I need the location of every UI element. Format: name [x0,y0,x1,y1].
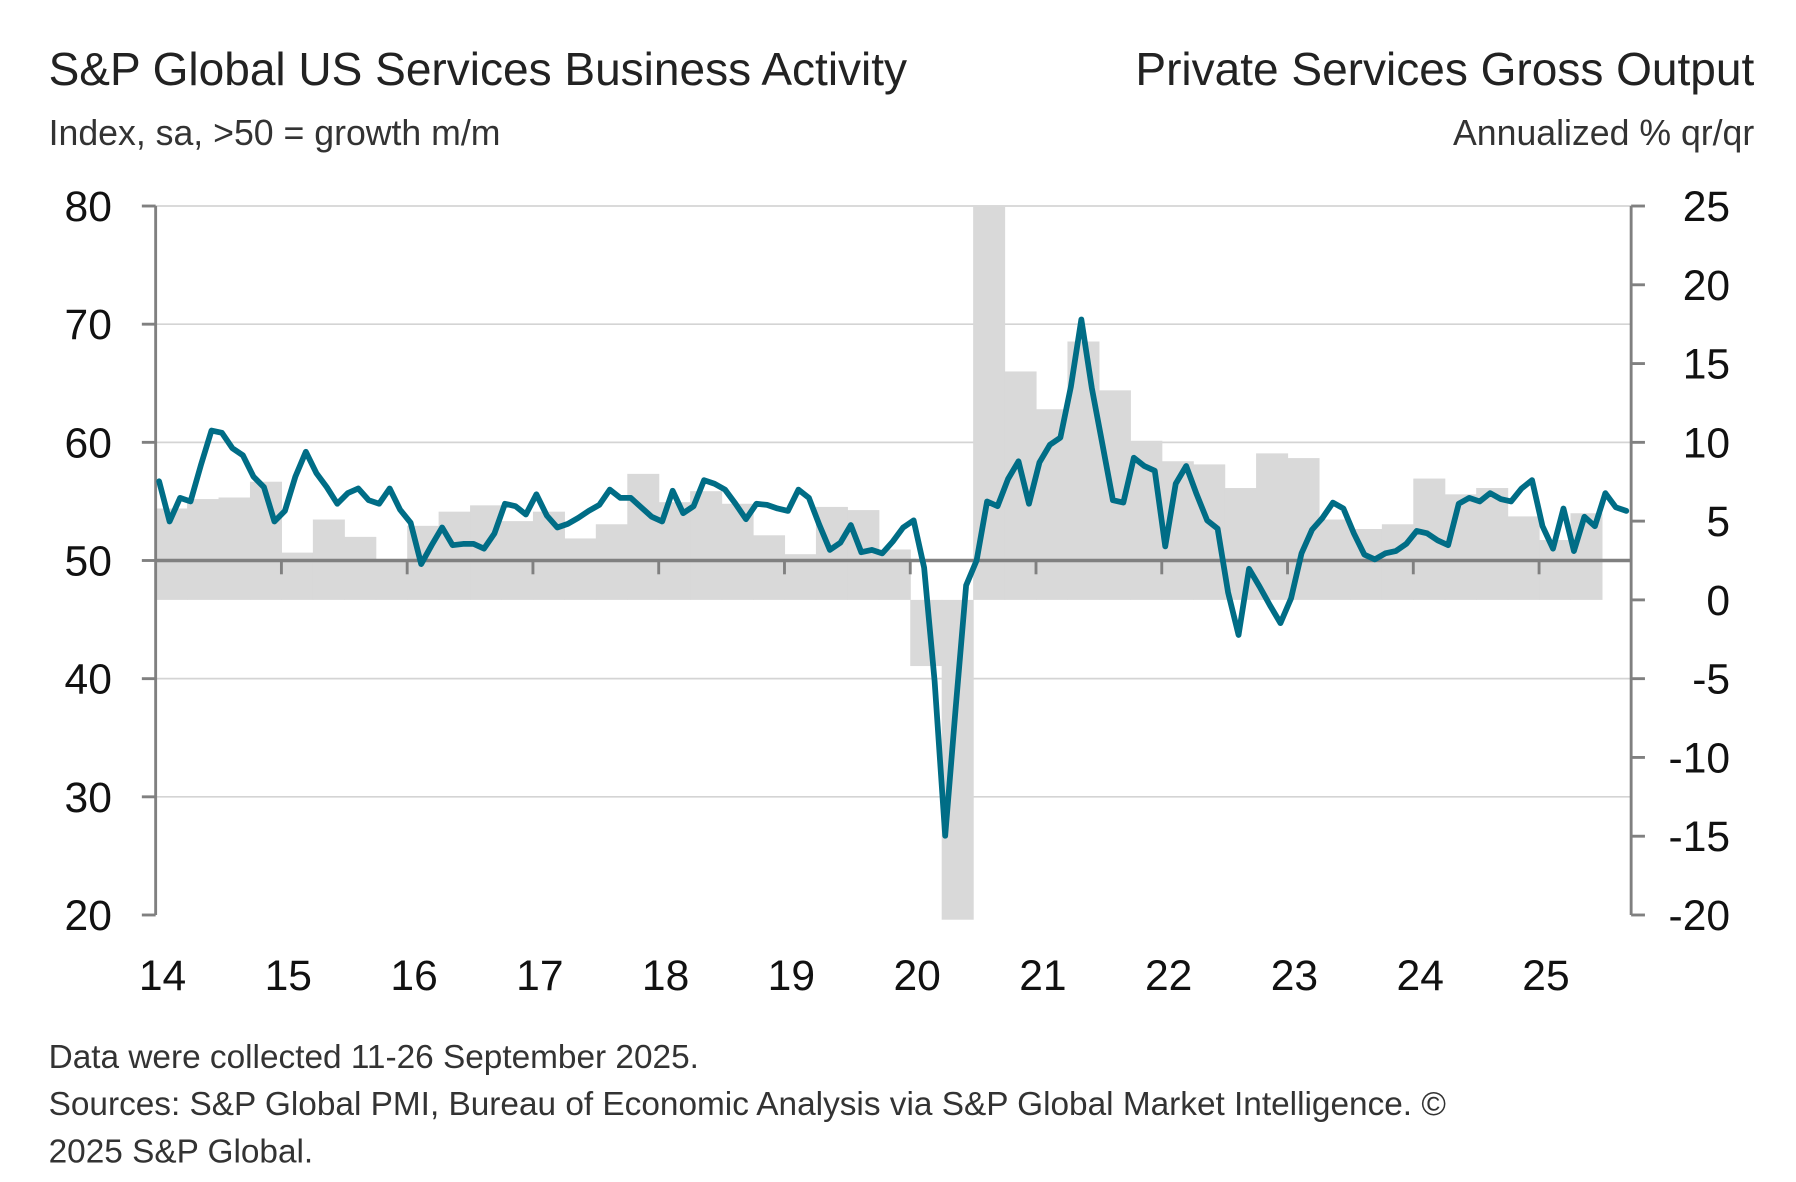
right-tick-label: -20 [1669,892,1731,940]
bar [375,560,408,600]
x-tick-label: 18 [642,952,689,1000]
bar [344,536,377,600]
left-subtitle: Index, sa, >50 = growth m/m [49,113,501,153]
bar [155,508,188,600]
gridlines [155,205,1632,798]
x-tick-label: 22 [1145,952,1192,1000]
bar [187,499,220,600]
bar [438,511,471,600]
right-tick-label: 10 [1683,419,1730,467]
bar [878,549,911,600]
bar [1507,516,1540,600]
bar [218,497,251,600]
footer-copyright: 2025 S&P Global. [49,1133,314,1170]
right-tick-label: 25 [1683,183,1730,231]
x-tick-label: 24 [1397,952,1444,1000]
bar [753,535,786,600]
bar-series-gross-output [155,206,1603,920]
left-tick-label: 20 [65,892,112,940]
right-tick-label: 0 [1706,577,1730,625]
right-tick-label: 20 [1683,262,1730,310]
x-tick-label: 23 [1271,952,1318,1000]
left-tick-label: 40 [65,656,112,704]
bar [564,538,597,600]
x-tick-label: 25 [1522,952,1569,1000]
right-title: Private Services Gross Output [1135,43,1754,95]
x-tick-label: 21 [1019,952,1066,1000]
bar [627,473,660,600]
left-tick-label: 50 [65,537,112,585]
right-tick-label: -5 [1692,656,1730,704]
footer-sources: Sources: S&P Global PMI, Bureau of Econo… [49,1086,1447,1123]
right-subtitle: Annualized % qr/qr [1453,113,1754,153]
right-tick-label: -10 [1669,734,1731,782]
x-tick-label: 16 [390,952,437,1000]
axes [141,204,1645,917]
right-tick-label: 5 [1706,498,1730,546]
bar [1476,488,1509,600]
right-tick-label: -15 [1669,813,1731,861]
bar [941,599,974,920]
bar [690,491,723,600]
x-tick-label: 15 [265,952,312,1000]
x-tick-label: 17 [516,952,563,1000]
line-series-business-activity [156,316,1630,839]
bar [1256,453,1289,600]
x-tick-label: 20 [893,952,940,1000]
left-tick-label: 80 [65,183,112,231]
left-tick-label: 60 [65,419,112,467]
left-tick-label: 70 [65,301,112,349]
footer-note: Data were collected 11-26 September 2025… [49,1039,699,1076]
right-tick-label: 15 [1683,341,1730,389]
left-title: S&P Global US Services Business Activity [49,43,907,95]
left-tick-label: 30 [65,774,112,822]
x-tick-label: 19 [768,952,815,1000]
bar [1224,488,1257,600]
x-tick-label: 14 [139,952,186,1000]
